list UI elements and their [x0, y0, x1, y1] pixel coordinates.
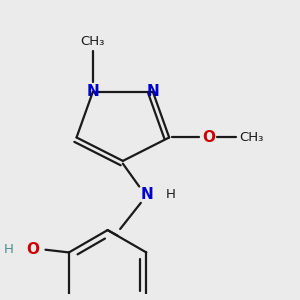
Text: H: H [4, 243, 14, 256]
Text: H: H [165, 188, 175, 201]
Text: CH₃: CH₃ [81, 34, 105, 47]
Text: N: N [86, 84, 99, 99]
Text: N: N [141, 187, 154, 202]
Text: O: O [26, 242, 39, 257]
Text: N: N [146, 84, 159, 99]
Text: CH₃: CH₃ [239, 131, 263, 144]
Text: O: O [202, 130, 215, 145]
